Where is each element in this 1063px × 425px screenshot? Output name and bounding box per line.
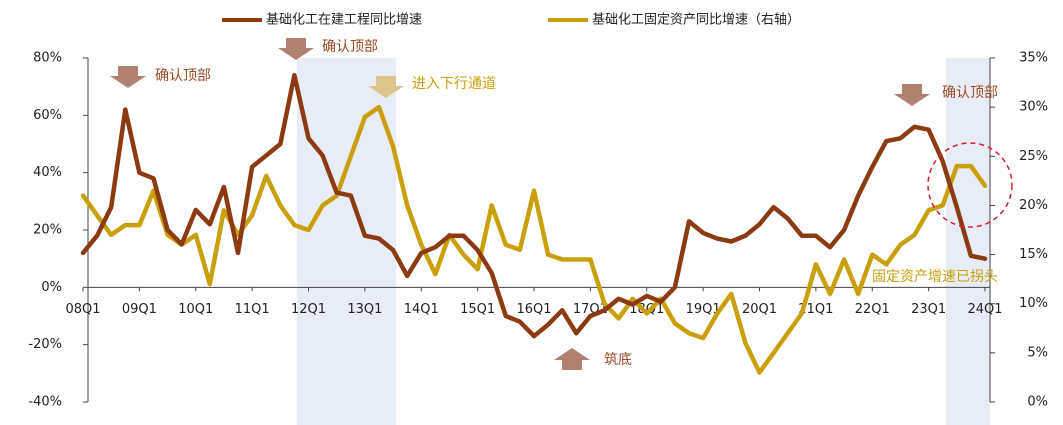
x-tick-label: 16Q1 [516, 302, 551, 317]
x-tick-label: 10Q1 [178, 302, 213, 317]
annotation: 确认顶部 [155, 68, 211, 84]
x-tick-label: 12Q1 [291, 302, 326, 317]
y2-tick-label: 5% [1027, 345, 1048, 360]
y-tick-label: 60% [33, 108, 62, 123]
legend-label: 基础化工固定资产同比增速（右轴） [592, 13, 800, 28]
annotation: 确认顶部 [322, 39, 378, 55]
annotation: 筑底 [604, 352, 632, 368]
y-tick-label: 0% [41, 280, 62, 295]
y2-tick-label: 35% [1019, 51, 1048, 66]
y2-tick-label: 25% [1019, 149, 1048, 164]
y-tick-label: 80% [33, 51, 62, 66]
x-tick-label: 23Q1 [911, 302, 946, 317]
legend-label: 基础化工在建工程同比增速 [266, 13, 422, 28]
y2-tick-label: 15% [1019, 247, 1048, 262]
x-tick-label: 11Q1 [235, 302, 270, 317]
y-tick-label: 40% [33, 165, 62, 180]
x-tick-label: 19Q1 [686, 302, 721, 317]
x-tick-label: 09Q1 [122, 302, 157, 317]
series-line [80, 104, 988, 375]
x-tick-label: 13Q1 [347, 302, 382, 317]
x-tick-label: 20Q1 [742, 302, 777, 317]
y2-tick-label: 0% [1027, 395, 1048, 410]
series-line [80, 72, 988, 339]
y-tick-label: -20% [28, 337, 62, 352]
x-tick-label: 14Q1 [404, 302, 439, 317]
annotation-arrows [110, 38, 930, 370]
highlight-circle [927, 142, 1013, 228]
annotation: 固定资产增速已拐头 [872, 269, 998, 285]
y-tick-label: 20% [33, 223, 62, 238]
annotation: 进入下行通道 [412, 76, 496, 92]
y-tick-label: -40% [28, 395, 62, 410]
x-tick-label: 24Q1 [967, 302, 1002, 317]
y2-tick-label: 20% [1019, 198, 1048, 213]
annotation: 确认顶部 [942, 85, 998, 101]
plot: -40% -20% 0% 20% 40% 60% 80% 0% 5% 10% 15% 20% 25% 30… [28, 51, 1048, 410]
x-tick-label: 21Q1 [798, 302, 833, 317]
x-tick-label: 08Q1 [65, 302, 100, 317]
x-tick-label: 22Q1 [855, 302, 890, 317]
x-tick-label: 15Q1 [460, 302, 495, 317]
y2-tick-label: 10% [1019, 296, 1048, 311]
y2-tick-label: 30% [1019, 100, 1048, 115]
